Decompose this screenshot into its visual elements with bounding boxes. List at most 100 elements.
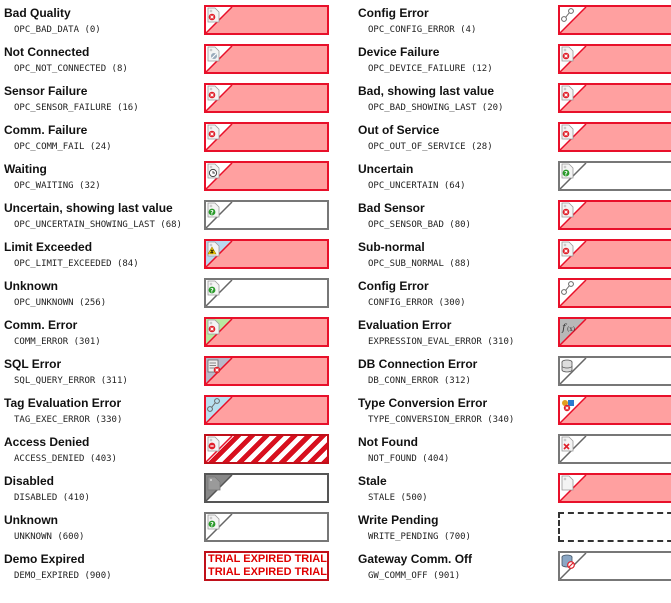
quality-name: Not Found	[358, 435, 418, 449]
quality-name: Unknown	[4, 513, 58, 527]
quality-name: Type Conversion Error	[358, 396, 488, 410]
bad-tag-icon	[207, 124, 220, 140]
not-found-tag-icon	[561, 436, 574, 452]
quality-code: GW_COMM_OFF (901)	[368, 571, 461, 581]
warning-tag-icon: #	[207, 241, 220, 257]
quality-row: Not Found NOT_FOUND (404)	[354, 430, 671, 469]
quality-code: OPC_DEVICE_FAILURE (12)	[368, 64, 493, 74]
quality-swatch	[558, 551, 671, 581]
quality-code: OPC_CONFIG_ERROR (4)	[368, 25, 477, 35]
config-error-icon	[561, 281, 574, 295]
quality-code: CONFIG_ERROR (300)	[368, 298, 466, 308]
corner-indicator	[560, 280, 587, 306]
tag-eval-error-icon	[207, 398, 220, 412]
quality-code: OPC_UNKNOWN (256)	[14, 298, 107, 308]
quality-row: Comm. Failure OPC_COMM_FAIL (24)	[0, 118, 330, 157]
corner-indicator	[560, 7, 587, 33]
quality-row: Config Error OPC_CONFIG_ERROR (4)	[354, 1, 671, 40]
quality-name: Tag Evaluation Error	[4, 396, 122, 410]
type-conversion-icon	[562, 400, 574, 412]
quality-name: Not Connected	[4, 45, 90, 59]
quality-swatch	[204, 5, 329, 35]
quality-code: WRITE_PENDING (700)	[368, 532, 471, 542]
bad-tag-icon	[561, 241, 574, 257]
quality-name: SQL Error	[4, 357, 62, 371]
config-error-icon	[561, 8, 574, 22]
quality-name: Unknown	[4, 279, 58, 293]
quality-name: Comm. Failure	[4, 123, 88, 137]
quality-row: Uncertain OPC_UNCERTAIN (64)?	[354, 157, 671, 196]
quality-swatch	[204, 122, 329, 152]
quality-row: Sub-normal OPC_SUB_NORMAL (88)	[354, 235, 671, 274]
question-tag-icon: ?	[207, 514, 220, 530]
quality-row: Waiting OPC_WAITING (32)	[0, 157, 330, 196]
svg-text:?: ?	[210, 521, 214, 528]
quality-row: DB Connection Error DB_CONN_ERROR (312)	[354, 352, 671, 391]
quality-swatch	[558, 473, 671, 503]
quality-name: Write Pending	[358, 513, 439, 527]
svg-text:f: f	[561, 323, 568, 334]
quality-code: COMM_ERROR (301)	[14, 337, 101, 347]
quality-code: EXPRESSION_EVAL_ERROR (310)	[368, 337, 515, 347]
quality-name: Bad Quality	[4, 6, 71, 20]
comm-error-tag-icon	[207, 319, 220, 335]
quality-code: OPC_LIMIT_EXCEEDED (84)	[14, 259, 139, 269]
quality-code: OPC_SUB_NORMAL (88)	[368, 259, 471, 269]
quality-swatch	[204, 83, 329, 113]
quality-name: DB Connection Error	[358, 357, 478, 371]
quality-code: ACCESS_DENIED (403)	[14, 454, 117, 464]
svg-text:(x): (x)	[567, 326, 575, 333]
question-tag-icon: ?	[561, 163, 574, 179]
quality-row: Tag Evaluation Error TAG_EXEC_ERROR (330)	[0, 391, 330, 430]
quality-row: Uncertain, showing last value OPC_UNCERTA…	[0, 196, 330, 235]
quality-row: Type Conversion Error TYPE_CONVERSION_ERR…	[354, 391, 671, 430]
quality-code: NOT_FOUND (404)	[368, 454, 450, 464]
quality-swatch: ?	[204, 200, 329, 230]
quality-swatch	[558, 434, 671, 464]
quality-row: Unknown UNKNOWN (600)?	[0, 508, 330, 547]
quality-name: Sub-normal	[358, 240, 425, 254]
quality-row: Limit Exceeded OPC_LIMIT_EXCEEDED (84) #	[0, 235, 330, 274]
quality-name: Bad Sensor	[358, 201, 425, 215]
stale-tag-icon	[561, 475, 574, 491]
quality-name: Evaluation Error	[358, 318, 452, 332]
svg-text:?: ?	[210, 209, 214, 216]
quality-row: Device Failure OPC_DEVICE_FAILURE (12)	[354, 40, 671, 79]
bad-tag-icon	[207, 7, 220, 23]
quality-name: Config Error	[358, 279, 429, 293]
bad-tag-icon	[561, 85, 574, 101]
quality-row: Disabled DISABLED (410)	[0, 469, 330, 508]
quality-name: Stale	[358, 474, 387, 488]
quality-swatch	[558, 5, 671, 35]
quality-code: DISABLED (410)	[14, 493, 90, 503]
quality-swatch	[558, 512, 671, 542]
not-connected-tag-icon	[207, 46, 220, 62]
quality-name: Waiting	[4, 162, 47, 176]
quality-swatch	[204, 395, 329, 425]
svg-text:?: ?	[210, 287, 214, 294]
quality-code: TAG_EXEC_ERROR (330)	[14, 415, 123, 425]
quality-code: OPC_BAD_DATA (0)	[14, 25, 101, 35]
quality-row: Out of Service OPC_OUT_OF_SERVICE (28)	[354, 118, 671, 157]
quality-code: OPC_SENSOR_BAD (80)	[368, 220, 471, 230]
quality-swatch	[558, 278, 671, 308]
quality-swatch	[558, 44, 671, 74]
quality-name: Uncertain	[358, 162, 414, 176]
quality-row: Bad Sensor OPC_SENSOR_BAD (80)	[354, 196, 671, 235]
quality-code: OPC_UNCERTAIN_SHOWING_LAST (68)	[14, 220, 182, 230]
quality-name: Comm. Error	[4, 318, 78, 332]
quality-swatch	[204, 434, 329, 464]
bad-tag-icon	[207, 85, 220, 101]
disabled-tag-icon	[207, 476, 221, 491]
quality-row: Not Connected OPC_NOT_CONNECTED (8)	[0, 40, 330, 79]
svg-text:?: ?	[564, 170, 568, 177]
quality-code: SQL_QUERY_ERROR (311)	[14, 376, 128, 386]
question-tag-icon: ?	[207, 280, 220, 296]
bad-tag-icon	[561, 46, 574, 62]
quality-swatch	[204, 356, 329, 386]
quality-name: Demo Expired	[4, 552, 85, 566]
quality-row: Bad, showing last value OPC_BAD_SHOWING_L…	[354, 79, 671, 118]
quality-name: Uncertain, showing last value	[4, 201, 173, 215]
quality-row: Config Error CONFIG_ERROR (300)	[354, 274, 671, 313]
quality-name: Out of Service	[358, 123, 440, 137]
